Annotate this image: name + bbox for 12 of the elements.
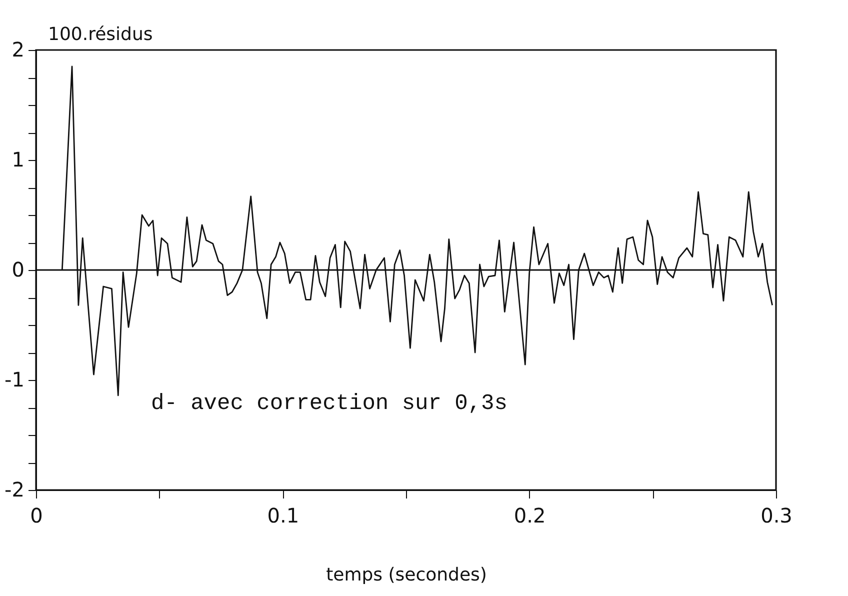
y-tick-label: 0	[12, 258, 24, 282]
x-tick-label: 0	[30, 504, 43, 528]
y-tick-label: 1	[12, 148, 24, 172]
y-tick-label: -1	[4, 368, 24, 392]
x-tick-label: 0.2	[514, 504, 546, 528]
y-tick-label: 2	[12, 38, 24, 62]
x-tick-label: 0.1	[267, 504, 300, 528]
x-tick-label: 0.3	[760, 504, 792, 528]
annotation: d- avec correction sur 0,3s	[151, 391, 508, 416]
y-tick-label: -2	[4, 478, 24, 502]
y-axis-title: 100.résidus	[48, 24, 153, 45]
x-axis-title: temps (secondes)	[326, 564, 487, 586]
